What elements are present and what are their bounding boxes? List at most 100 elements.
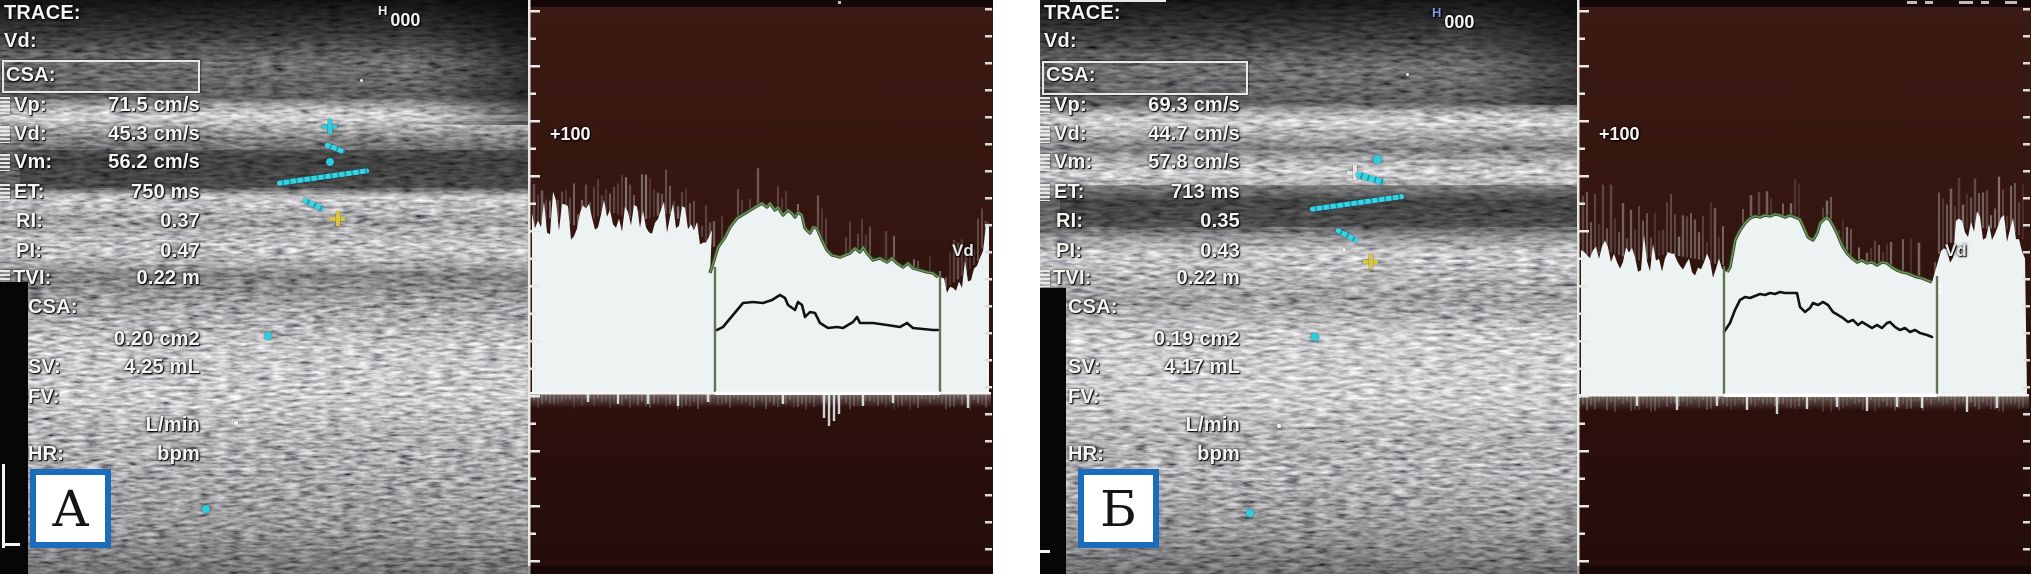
trace-lines-icon — [1040, 184, 1050, 201]
measurement-value: 0.37 — [160, 210, 200, 232]
csa-highlight-box — [1042, 61, 1248, 95]
measurement-label: TRACE: — [1044, 2, 1121, 24]
measurement-row-csa: CSA: — [0, 296, 205, 320]
measurement-row-vm: Vm: 56.2 cm/s — [0, 151, 205, 175]
trace-lines-icon — [0, 270, 10, 287]
trace-lines-icon — [1040, 126, 1050, 143]
measurement-value: 0.35 — [1200, 210, 1240, 232]
measurement-label: Vd: — [1054, 123, 1087, 145]
measurement-panel: TRACE: Vd: CSA: Vp: 71.5 cm/s Vd: 45.3 cm/s Vm:… — [0, 0, 210, 470]
measurement-value: 44.7 cm/s — [1148, 123, 1240, 145]
scale-mark — [1040, 550, 1050, 553]
measurement-row-et: ET: 750 ms — [0, 181, 205, 205]
doppler-spectrum-canvas — [528, 0, 993, 574]
measurement-label: RI: — [16, 210, 44, 232]
measurement-value: 0.22 m — [1176, 267, 1240, 289]
measurement-value: L/min — [145, 414, 200, 436]
trace-lines-icon — [0, 97, 10, 114]
ultrasound-panel-b: H 000 TRACE: Vd: CSA: Vp: 69.3 cm/s Vd: 44.7 c… — [1040, 0, 2031, 574]
caliper-plus-icon — [1363, 254, 1378, 269]
measurement-row-sv: SV: 4.17 mL — [1040, 356, 1245, 380]
measurement-value: 56.2 cm/s — [108, 151, 200, 173]
measurement-label: Vm: — [1054, 151, 1093, 173]
bmode-image: H 000 TRACE: Vd: CSA: Vp: 69.3 cm/s Vd: 44.7 c… — [1040, 0, 1577, 574]
measurement-row-pi: PI: 0.47 — [0, 240, 205, 264]
trace-lines-icon — [1040, 97, 1050, 114]
measurement-value: 45.3 cm/s — [108, 123, 200, 145]
measurement-value: 4.17 mL — [1164, 356, 1240, 378]
scale-mark — [2, 543, 20, 546]
scale-mark — [2, 464, 5, 548]
caliper-dot — [1373, 155, 1382, 164]
measurement-label: Vp: — [14, 94, 47, 116]
bmode-speckle-texture — [0, 0, 528, 574]
measurement-label: Vp: — [1054, 94, 1087, 116]
measurement-row-vm: Vm: 57.8 cm/s — [1040, 151, 1245, 175]
measurement-label: CSA: — [6, 64, 56, 86]
figure-label-box: А — [30, 469, 111, 548]
measurement-value: 71.5 cm/s — [108, 94, 200, 116]
doppler-spectrogram: +100 Vd — [528, 0, 993, 574]
caliper-dot — [326, 158, 334, 166]
marker-dot — [1311, 333, 1319, 341]
measurement-label: SV: — [1068, 356, 1101, 378]
measurement-label: RI: — [1056, 210, 1084, 232]
orientation-indicator: H 000 — [1432, 5, 1474, 33]
measurement-label: FV: — [28, 386, 60, 408]
orientation-h-label: H — [1432, 5, 1442, 20]
figure-label-box: Б — [1078, 469, 1159, 548]
measurement-label: Vd: — [1044, 30, 1077, 52]
doppler-spectrogram: +100 Vd — [1577, 0, 2031, 574]
measurement-value: 57.8 cm/s — [1148, 151, 1240, 173]
measurement-row-vp: Vp: 71.5 cm/s — [0, 94, 205, 118]
measurement-row-pi: PI: 0.43 — [1040, 240, 1245, 264]
measurement-row-tvi: TVI: 0.22 m — [0, 267, 205, 291]
measurement-value: bpm — [1197, 443, 1240, 465]
measurement-label: Vm: — [14, 151, 53, 173]
figure-label: А — [51, 479, 90, 538]
measurement-row-trace: TRACE: — [0, 2, 205, 26]
marker-dot — [264, 332, 272, 340]
measurement-value: 0.47 — [160, 240, 200, 262]
measurement-row-vd: Vd: — [1040, 30, 1245, 54]
measurement-value: 713 ms — [1170, 181, 1240, 203]
measurement-label: ET: — [14, 181, 45, 203]
marker-dot — [360, 79, 363, 82]
measurement-label: Vd: — [4, 30, 37, 52]
vd-trace-label: Vd — [1945, 241, 1967, 260]
figure-label: Б — [1100, 479, 1137, 538]
measurement-row-vd: Vd: 45.3 cm/s — [0, 123, 205, 147]
measurement-label: CSA: — [1046, 64, 1096, 86]
measurement-value: 0.19 cm2 — [1153, 328, 1240, 350]
trace-lines-icon — [0, 154, 10, 171]
marker-dot — [1246, 509, 1254, 517]
measurement-label: HR: — [28, 443, 65, 465]
measurement-row-ri: RI: 0.35 — [1040, 210, 1245, 234]
measurement-row-csa: CSA: — [1040, 64, 1245, 88]
measurement-row-value: 0.19 cm2 — [1040, 328, 1245, 352]
measurement-row-vd: Vd: 44.7 cm/s — [1040, 123, 1245, 147]
csa-highlight-box — [2, 60, 200, 93]
measurement-row-vd: Vd: — [0, 30, 205, 54]
measurement-label: PI: — [16, 240, 43, 262]
orientation-value: 000 — [390, 10, 421, 30]
trace-lines-icon — [1040, 154, 1050, 171]
measurement-row-csa: CSA: — [1040, 296, 1245, 320]
measurement-value: 4.25 mL — [124, 356, 200, 378]
vd-trace-label: Vd — [952, 241, 974, 260]
measurement-row-hr: HR: bpm — [0, 443, 205, 467]
orientation-h-label: H — [378, 3, 388, 18]
trace-lines-icon — [1040, 270, 1050, 287]
marker-dot — [202, 505, 210, 513]
marker-dot — [234, 421, 238, 425]
measurement-row-ri: RI: 0.37 — [0, 210, 205, 234]
measurement-label: SV: — [28, 356, 61, 378]
measurement-value: L/min — [1185, 414, 1240, 436]
ultrasound-panel-a: H 000 TRACE: Vd: CSA: Vp: 71.5 cm/s Vd: 45.3 c… — [0, 0, 993, 574]
caliper-plus-icon — [1347, 165, 1362, 180]
measurement-row-hr: HR: bpm — [1040, 443, 1245, 467]
caliper-plus-icon — [330, 211, 345, 226]
measurement-value: 750 ms — [130, 181, 200, 203]
bmode-image: H 000 TRACE: Vd: CSA: Vp: 71.5 cm/s Vd: 45.3 c… — [0, 0, 528, 574]
measurement-label: CSA: — [1068, 296, 1118, 318]
